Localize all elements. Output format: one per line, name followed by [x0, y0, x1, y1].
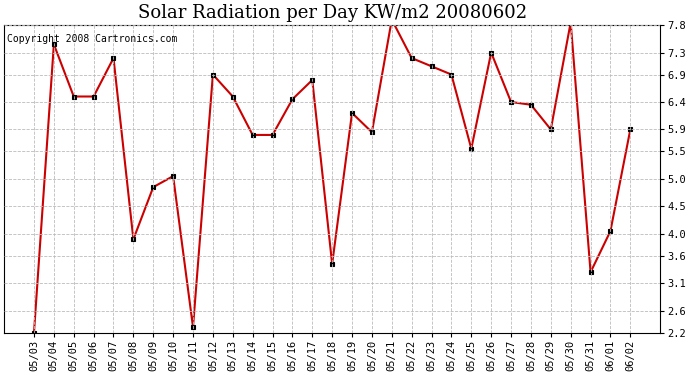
Title: Solar Radiation per Day KW/m2 20080602: Solar Radiation per Day KW/m2 20080602	[137, 4, 526, 22]
Text: Copyright 2008 Cartronics.com: Copyright 2008 Cartronics.com	[8, 34, 178, 44]
